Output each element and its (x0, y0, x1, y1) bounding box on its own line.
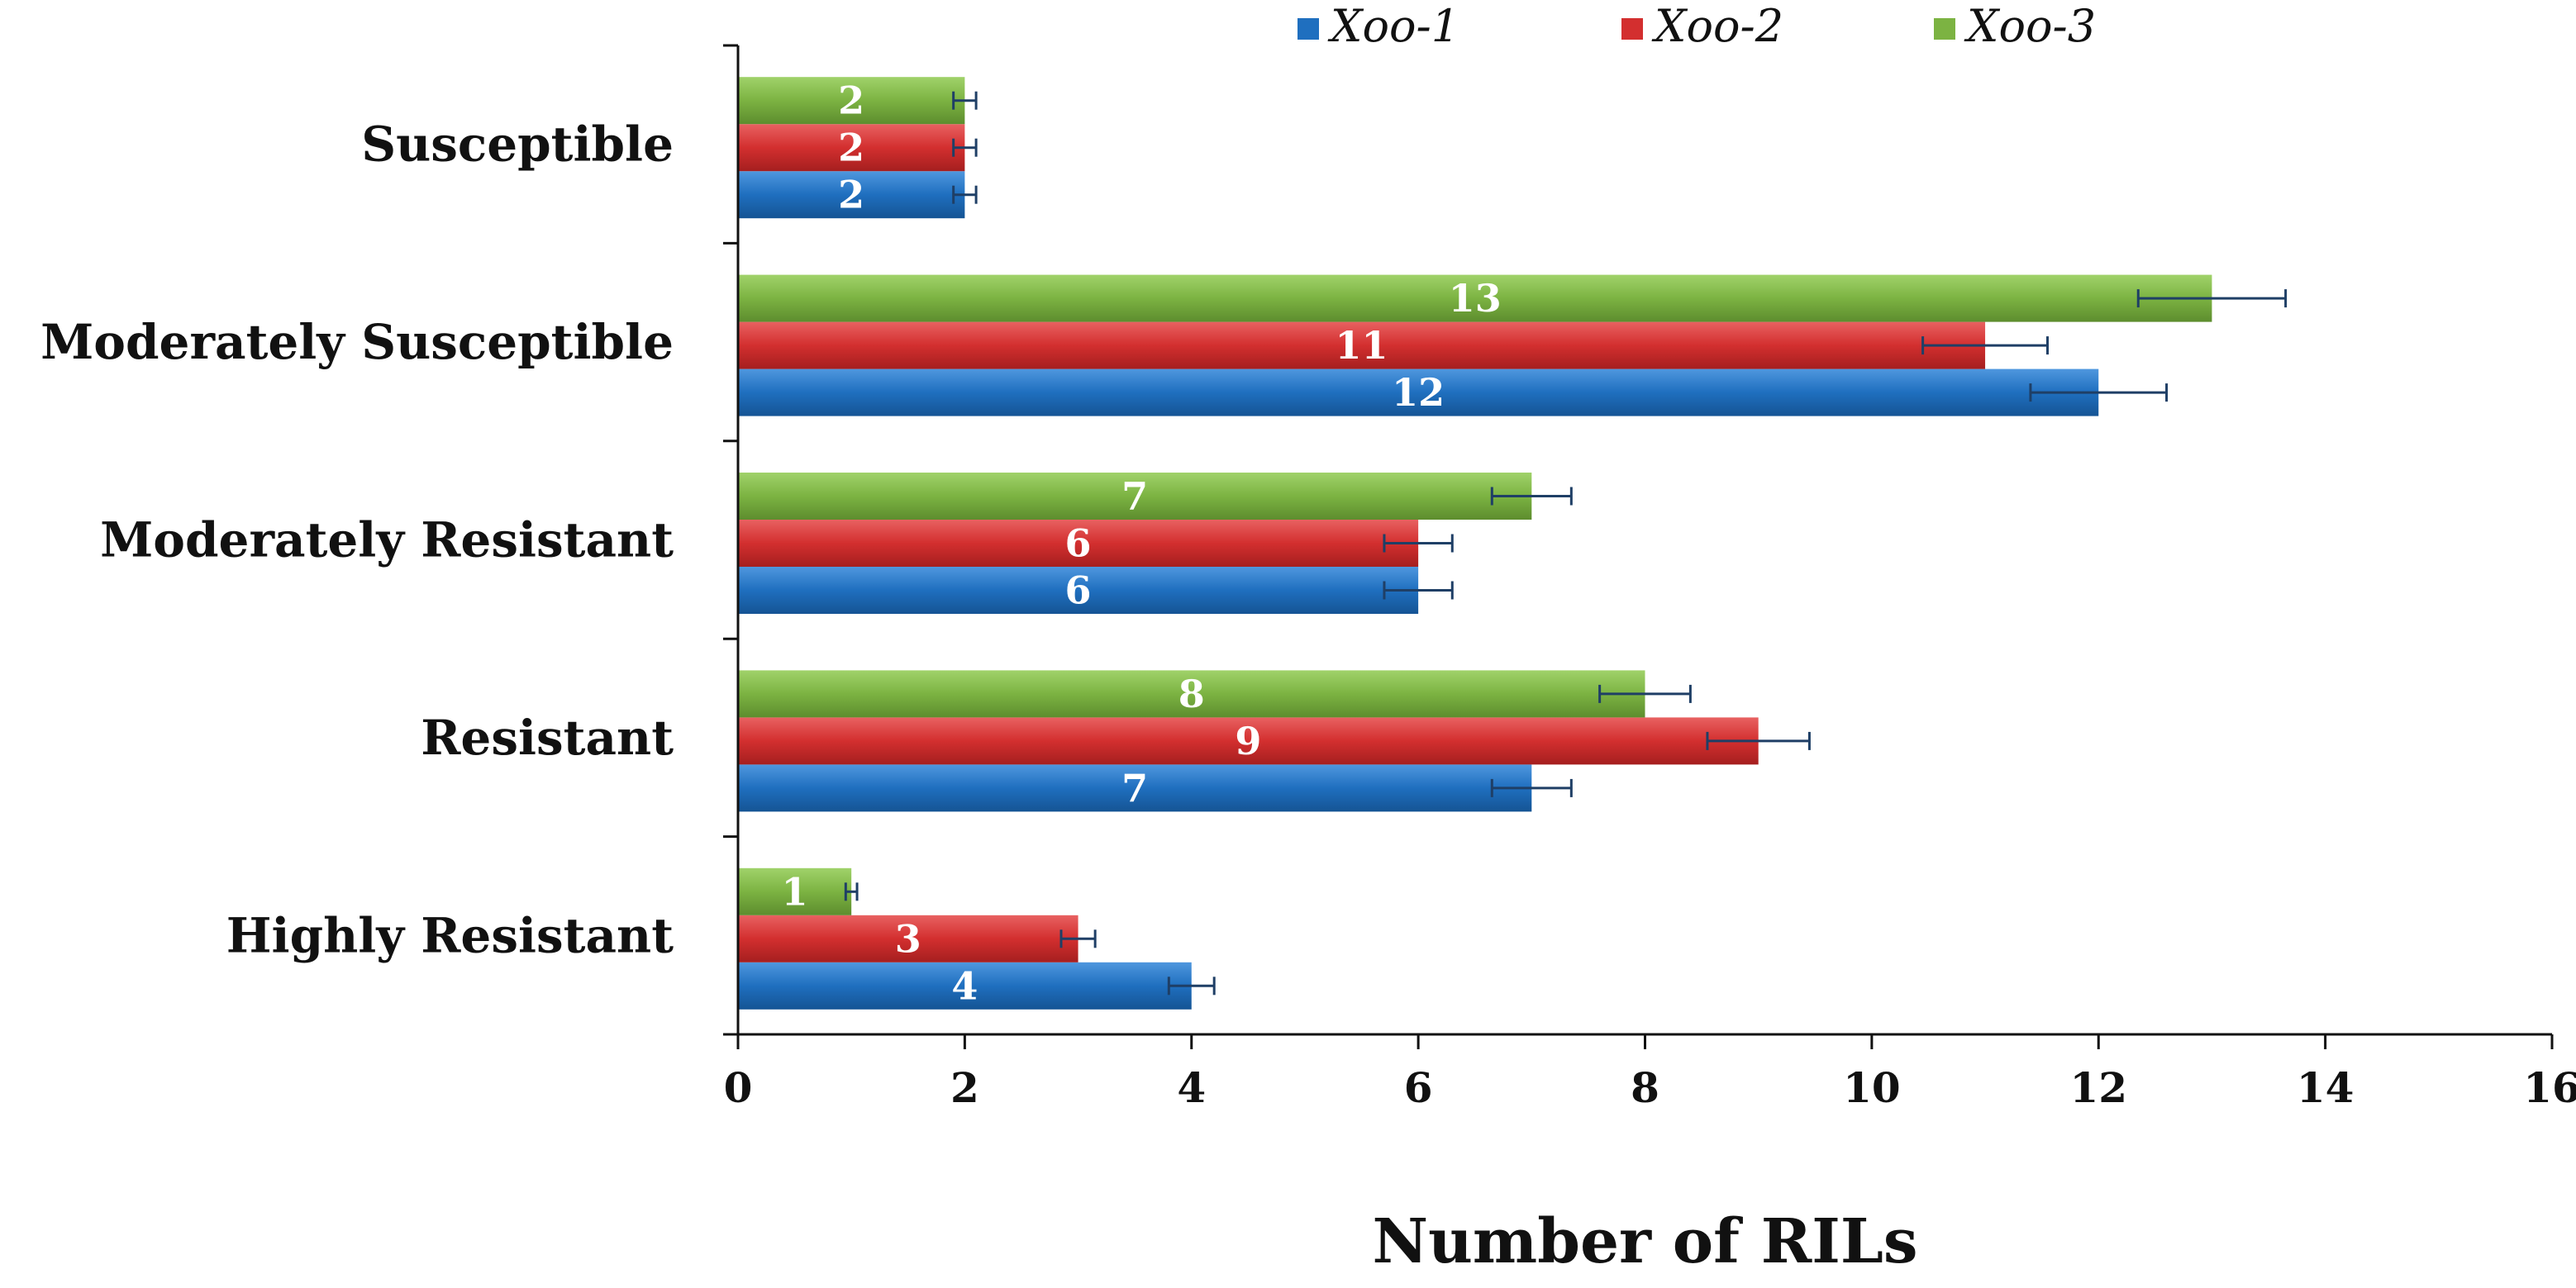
bar-xoo-1 (738, 764, 1532, 812)
bar-xoo-3 (738, 473, 1532, 520)
data-label: 13 (1449, 276, 1502, 321)
category-label: Susceptible (361, 116, 674, 173)
bar-xoo-3 (738, 77, 965, 125)
data-label: 6 (1065, 521, 1092, 566)
x-axis-title: Number of RILs (1372, 1206, 1917, 1277)
legend-swatch (1621, 18, 1643, 40)
legend-label: Xoo-1 (1327, 0, 1459, 52)
x-tick-label: 4 (1177, 1063, 1206, 1112)
data-label: 2 (838, 78, 864, 123)
data-label: 7 (1121, 766, 1148, 810)
data-label: 11 (1336, 323, 1388, 368)
category-label: Resistant (421, 710, 674, 766)
bar-xoo-2 (738, 321, 1986, 369)
data-label: 7 (1121, 474, 1148, 519)
bar-xoo-2 (738, 124, 965, 172)
axes-group: Susceptible Moderately Susceptible Moderat… (40, 44, 2576, 1112)
bar-xoo-1 (738, 171, 965, 219)
x-tick-label: 2 (950, 1063, 979, 1112)
data-label: 8 (1178, 672, 1205, 716)
legend-label: Xoo-3 (1964, 0, 2096, 52)
x-tick-label: 6 (1404, 1063, 1433, 1112)
category-label: Highly Resistant (226, 907, 674, 963)
data-label: 6 (1065, 568, 1092, 613)
legend-swatch (1298, 18, 1319, 40)
x-tick-label: 10 (1843, 1063, 1901, 1112)
bar-xoo-1 (738, 962, 1192, 1010)
legend-label: Xoo-2 (1651, 0, 1783, 52)
data-label: 1 (782, 869, 808, 914)
x-tick-label: 16 (2523, 1063, 2576, 1112)
data-label: 3 (895, 916, 921, 961)
bar-xoo-2 (738, 915, 1078, 962)
bar-xoo-1 (738, 368, 2099, 416)
bar-xoo-2 (738, 717, 1759, 765)
chart-legend: Xoo-1 Xoo-2 Xoo-3 (1298, 0, 2096, 52)
x-tick-label: 8 (1631, 1063, 1659, 1112)
data-label: 12 (1392, 370, 1445, 415)
data-label: 2 (838, 173, 864, 217)
bar-xoo-3 (738, 867, 852, 915)
bar-xoo-1 (738, 567, 1419, 614)
bar-xoo-2 (738, 520, 1419, 567)
bar-xoo-3 (738, 670, 1645, 718)
x-tick-label: 12 (2069, 1063, 2127, 1112)
legend-swatch (1934, 18, 1955, 40)
data-label: 4 (951, 963, 978, 1008)
x-tick-label: 14 (2297, 1063, 2355, 1112)
data-label: 2 (838, 126, 864, 170)
x-tick-label: 0 (724, 1063, 753, 1112)
category-label: Moderately Susceptible (40, 314, 674, 370)
category-label: Moderately Resistant (100, 512, 674, 568)
data-label: 9 (1235, 719, 1261, 763)
bar-xoo-3 (738, 274, 2212, 322)
